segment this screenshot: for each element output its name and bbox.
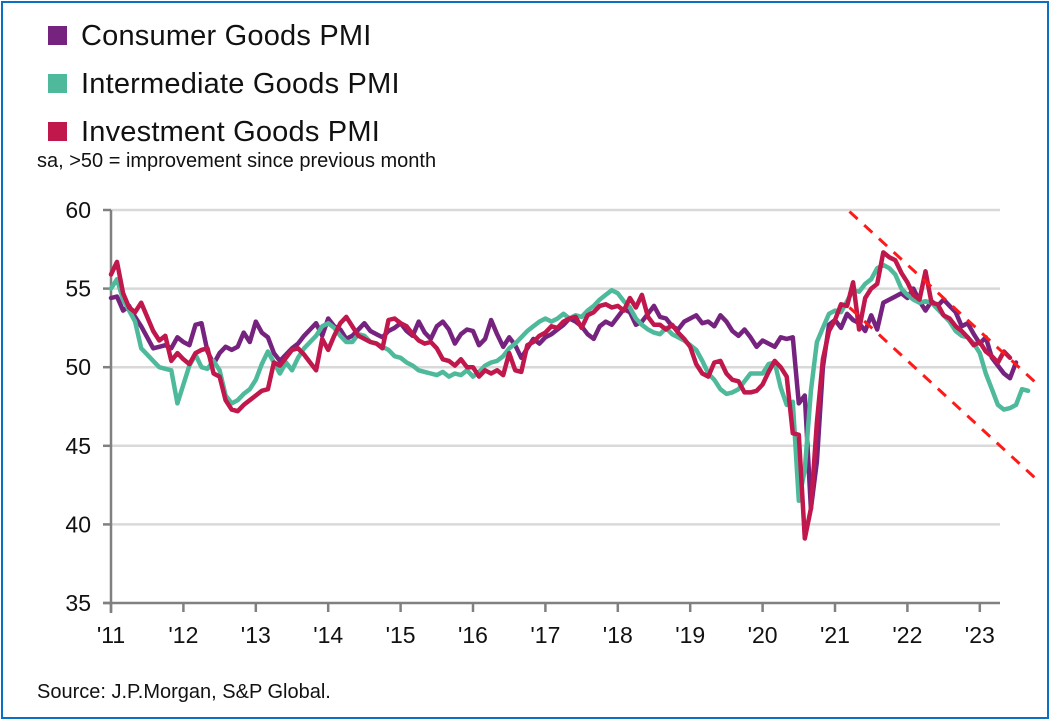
series-lines xyxy=(108,250,1031,541)
x-tick-label: '21 xyxy=(820,622,850,648)
legend-swatch-investment-goods xyxy=(48,121,67,141)
legend-item-intermediate-goods: Intermediate Goods PMI xyxy=(48,60,400,108)
y-tick-label: 45 xyxy=(65,433,91,459)
trend-channel-lower-line xyxy=(848,306,1039,482)
chart-source: Source: J.P.Morgan, S&P Global. xyxy=(37,681,331,703)
legend-label-investment-goods: Investment Goods PMI xyxy=(81,115,380,148)
x-tick-label: '13 xyxy=(241,622,271,648)
x-tick-label: '15 xyxy=(386,622,416,648)
legend-label-consumer-goods: Consumer Goods PMI xyxy=(81,19,372,52)
x-tick-label: '17 xyxy=(530,622,560,648)
y-tick-label: 60 xyxy=(65,197,91,223)
x-tick-label: '14 xyxy=(313,622,343,648)
y-tick-label: 40 xyxy=(65,511,91,537)
series-line-investment-goods-pmi xyxy=(108,250,1013,541)
legend-label-intermediate-goods: Intermediate Goods PMI xyxy=(81,67,400,100)
trend-channel xyxy=(848,210,1039,482)
legend-swatch-intermediate-goods xyxy=(48,73,67,93)
legend-item-investment-goods: Investment Goods PMI xyxy=(48,108,400,156)
x-tick-label: '23 xyxy=(965,622,995,648)
chart-subtitle: sa, >50 = improvement since previous mon… xyxy=(37,150,437,172)
legend-swatch-consumer-goods xyxy=(48,25,67,45)
x-tick-label: '18 xyxy=(603,622,633,648)
legend-item-consumer-goods: Consumer Goods PMI xyxy=(48,12,400,60)
x-tick-label: '16 xyxy=(458,622,488,648)
x-tick-label: '19 xyxy=(675,622,705,648)
trend-channel-upper-line xyxy=(848,210,1039,386)
x-tick-label: '11 xyxy=(97,622,125,648)
x-tick-label: '12 xyxy=(168,622,198,648)
legend: Consumer Goods PMI Intermediate Goods PM… xyxy=(48,12,400,156)
y-tick-label: 55 xyxy=(65,276,91,302)
x-tick-label: '20 xyxy=(748,622,778,648)
axes: 35 40 45 50 55 60 '11 '12 '13 '14 '15 '16 '17 '18 '19 '… xyxy=(65,197,1000,648)
y-tick-label: 50 xyxy=(65,354,91,380)
gridlines xyxy=(111,208,1000,526)
y-tick-label: 35 xyxy=(65,590,91,616)
x-tick-label: '22 xyxy=(892,622,922,648)
